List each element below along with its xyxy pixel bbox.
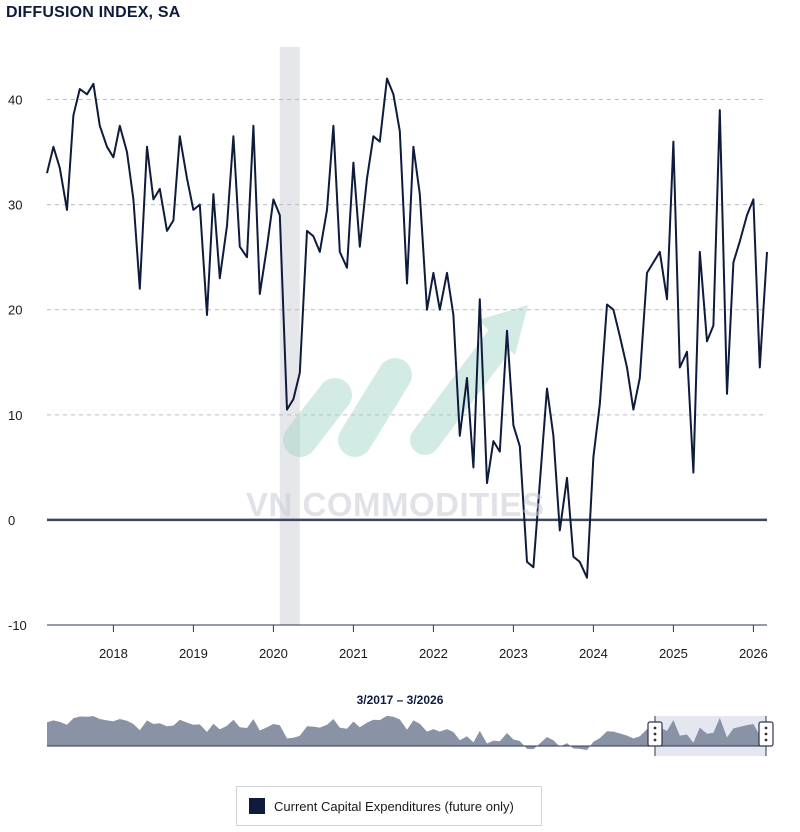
navigator-handle-right[interactable] — [758, 721, 774, 747]
y-tick-label: 20 — [8, 303, 22, 318]
y-tick-label: 30 — [8, 198, 22, 213]
y-tick-label: 0 — [8, 513, 15, 528]
series-line-capex — [46, 77, 768, 579]
x-tick-label: 2020 — [259, 646, 288, 661]
x-tick-label: 2018 — [99, 646, 128, 661]
x-tick-label: 2026 — [739, 646, 768, 661]
chart-title: DIFFUSION INDEX, SA — [6, 4, 181, 21]
legend-swatch — [249, 798, 265, 814]
y-tick-label: 10 — [8, 408, 22, 423]
x-tick-label: 2019 — [179, 646, 208, 661]
x-tick-label: 2022 — [419, 646, 448, 661]
y-axis: -10 0 10 20 30 40 — [8, 93, 27, 633]
x-tick-label: 2025 — [659, 646, 688, 661]
grid-lines — [47, 99, 767, 416]
legend[interactable]: Current Capital Expenditures (future onl… — [236, 786, 542, 826]
x-axis: 2018 2019 2020 2021 2022 2023 2024 2025 2026 — [47, 624, 768, 661]
highlight-band — [279, 47, 300, 625]
x-tick-label: 2021 — [339, 646, 368, 661]
watermark-text: VN COMMODITIES — [246, 486, 545, 523]
watermark-logo-icon — [283, 305, 528, 457]
x-tick-label: 2024 — [579, 646, 608, 661]
y-tick-label: -10 — [8, 618, 27, 633]
y-tick-label: 40 — [8, 93, 22, 108]
legend-label: Current Capital Expenditures (future onl… — [274, 798, 514, 814]
navigator-area — [47, 715, 767, 750]
x-tick-label: 2023 — [499, 646, 528, 661]
navigator-handle-left[interactable] — [647, 721, 663, 747]
navigator-range-label: 3/2017 – 3/2026 — [356, 693, 444, 707]
